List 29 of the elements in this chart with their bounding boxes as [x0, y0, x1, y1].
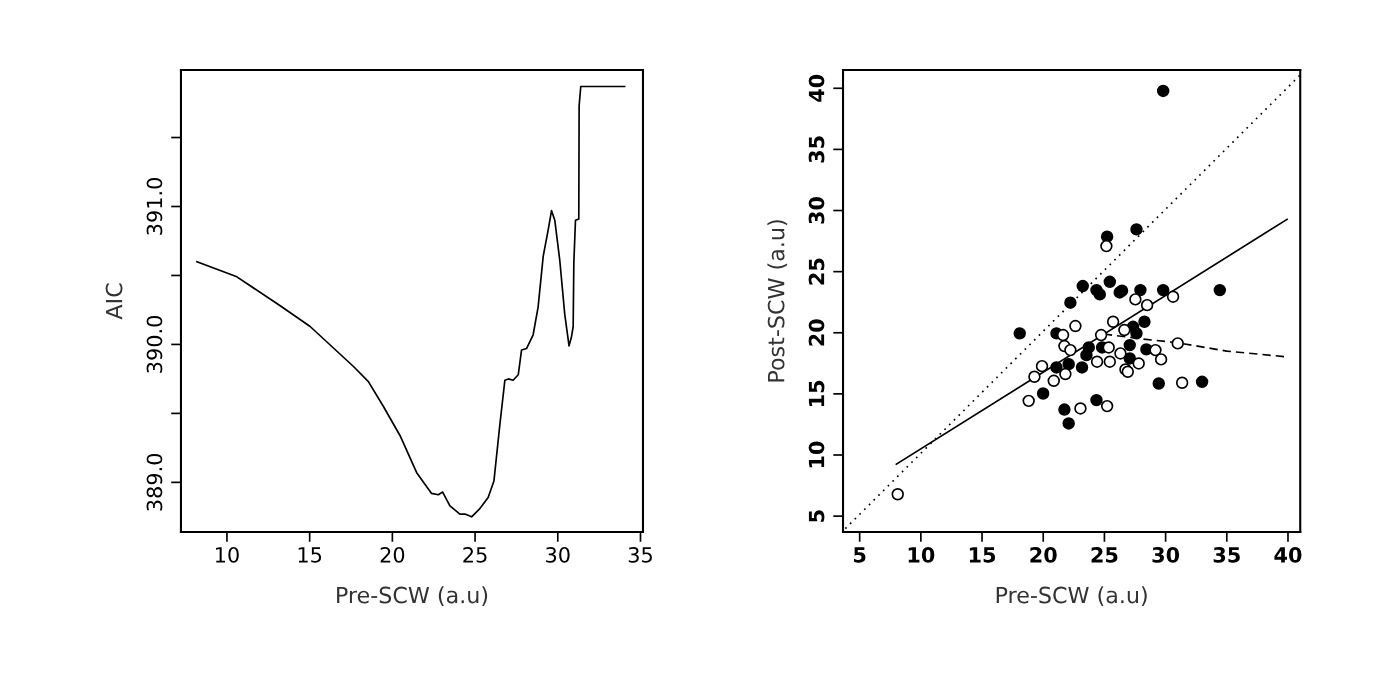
x-axis-title: Pre-SCW (a.u): [337, 586, 488, 607]
x-tick-label: 5: [854, 547, 866, 563]
y-tick-label: 25: [808, 258, 825, 285]
y-tick-label: 10: [808, 441, 825, 468]
y-tick-label: 35: [808, 136, 825, 163]
y-tick-label: 5: [808, 510, 825, 522]
x-tick-label: 35: [1213, 546, 1240, 563]
x-tick-label: 10: [215, 546, 239, 563]
y-axis-title: Post-SCW (a.u): [767, 220, 788, 382]
x-tick-label: 20: [1030, 546, 1057, 563]
x-tick-label: 30: [1152, 546, 1180, 563]
x-tick-label: 15: [298, 547, 322, 563]
y-tick-label: 15: [808, 380, 825, 407]
y-axis-title: AIC: [105, 283, 123, 320]
x-tick-label: 25: [1091, 546, 1118, 563]
y-tick-label: 389.0: [146, 453, 163, 511]
x-axis-title: Pre-SCW (a.u): [996, 586, 1147, 607]
x-tick-label: 30: [546, 546, 570, 563]
y-tick-label: 391.0: [146, 178, 163, 235]
y-tick-label: 40: [808, 74, 825, 102]
y-tick-label: 390.0: [146, 315, 163, 373]
x-tick-label: 15: [969, 547, 996, 563]
x-tick-label: 20: [380, 546, 405, 563]
x-tick-label: 25: [463, 546, 487, 563]
y-tick-label: 30: [808, 197, 825, 224]
x-tick-label: 40: [1274, 546, 1302, 563]
x-tick-label: 35: [628, 546, 652, 563]
y-tick-label: 20: [808, 319, 825, 346]
x-tick-label: 10: [908, 546, 935, 563]
